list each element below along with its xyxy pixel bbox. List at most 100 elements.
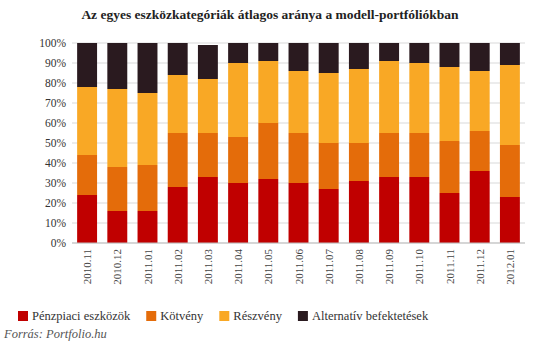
y-tick-label: 70%: [45, 97, 67, 109]
y-tick-label: 0%: [51, 237, 67, 249]
grid-line: [72, 243, 525, 244]
bar-segment: [289, 71, 309, 133]
bar-segment: [379, 177, 399, 243]
x-tick-label: 2012.01: [504, 249, 516, 285]
bar-segment: [198, 133, 218, 177]
x-tick-label: 2011.02: [172, 249, 184, 284]
bar-segment: [107, 89, 127, 167]
bar-segment: [470, 171, 490, 243]
bar-segment: [198, 45, 218, 79]
bar-segment: [107, 167, 127, 211]
x-tick-label: 2011.05: [262, 249, 274, 285]
legend-label: Részvény: [233, 309, 282, 323]
bar-segment: [379, 43, 399, 61]
bar-segment: [319, 189, 339, 243]
chart: Az egyes eszközkategóriák átlagos aránya…: [0, 0, 534, 342]
bar-segment: [440, 43, 460, 67]
bar-segment: [107, 211, 127, 243]
bars: [77, 43, 520, 243]
bar-segment: [258, 179, 278, 243]
bar-segment: [349, 69, 369, 143]
bar-segment: [258, 61, 278, 123]
y-tick-label: 10%: [45, 217, 67, 229]
bar-segment: [77, 43, 97, 87]
x-tick-label: 2011.03: [202, 249, 214, 285]
bar-segment: [198, 177, 218, 243]
bar-segment: [77, 87, 97, 155]
x-tick-label: 2011.11: [444, 249, 456, 284]
bar-segment: [138, 211, 158, 243]
y-tick-label: 80%: [45, 77, 67, 89]
x-tick-label: 2011.04: [232, 249, 244, 285]
y-tick-label: 40%: [45, 157, 67, 169]
bar-segment: [319, 73, 339, 143]
y-tick-label: 60%: [45, 117, 67, 129]
bar-segment: [228, 63, 248, 137]
legend-swatch: [18, 311, 28, 321]
bar-segment: [409, 43, 429, 63]
x-tick-label: 2011.06: [293, 249, 305, 285]
bar-segment: [440, 141, 460, 193]
y-tick-label: 20%: [45, 197, 67, 209]
bar-segment: [228, 183, 248, 243]
bar-segment: [107, 43, 127, 89]
bar-segment: [289, 43, 309, 71]
legend-swatch: [219, 311, 229, 321]
bar-segment: [440, 67, 460, 141]
x-tick-label: 2011.09: [383, 249, 395, 285]
bar-segment: [138, 43, 158, 93]
bar-segment: [168, 75, 188, 133]
bar-segment: [77, 155, 97, 195]
bar-segment: [409, 63, 429, 133]
bar-segment: [500, 145, 520, 197]
title: Az egyes eszközkategóriák átlagos aránya…: [81, 7, 459, 22]
y-tick-label: 30%: [45, 177, 67, 189]
bar-segment: [168, 43, 188, 75]
bar-segment: [138, 93, 158, 165]
bar-segment: [228, 43, 248, 63]
x-tick-label: 2011.01: [142, 249, 154, 284]
legend-swatch: [146, 311, 156, 321]
bar-segment: [258, 43, 278, 61]
y-tick-label: 100%: [39, 37, 66, 49]
bar-segment: [138, 165, 158, 211]
bar-segment: [319, 143, 339, 189]
x-tick-label: 2010.11: [81, 249, 93, 284]
x-tick-label: 2011.12: [474, 249, 486, 284]
bar-segment: [168, 187, 188, 243]
bar-segment: [228, 137, 248, 183]
bar-segment: [349, 143, 369, 181]
bar-segment: [500, 43, 520, 65]
bar-segment: [470, 131, 490, 171]
x-tick-label: 2011.07: [323, 249, 335, 285]
source: Forrás: Portfolio.hu: [3, 327, 107, 341]
bar-segment: [319, 43, 339, 73]
bar-segment: [258, 123, 278, 179]
y-tick-label: 50%: [45, 137, 67, 149]
bar-segment: [289, 183, 309, 243]
bar-segment: [440, 193, 460, 243]
bar-segment: [409, 177, 429, 243]
bar-segment: [349, 43, 369, 69]
bar-segment: [349, 181, 369, 243]
legend-label: Pénzpiaci eszközök: [32, 309, 131, 323]
bar-segment: [470, 71, 490, 131]
bar-segment: [409, 133, 429, 177]
x-tick-label: 2010.12: [111, 249, 123, 285]
x-tick-label: 2011.10: [413, 249, 425, 285]
bar-segment: [77, 195, 97, 243]
x-axis: [72, 243, 525, 244]
bar-segment: [470, 43, 490, 71]
legend: Pénzpiaci eszközökKötvényRészvényAlterna…: [18, 309, 429, 323]
bar-segment: [500, 65, 520, 145]
bar-segment: [379, 61, 399, 133]
bar-segment: [289, 133, 309, 183]
bar-segment: [379, 133, 399, 177]
x-tick-label: 2011.08: [353, 249, 365, 285]
bar-segment: [198, 79, 218, 133]
bar-segment: [168, 133, 188, 187]
bar-segment: [500, 197, 520, 243]
legend-swatch: [298, 311, 308, 321]
legend-label: Alternatív befektetések: [312, 309, 429, 323]
y-tick-label: 90%: [45, 57, 67, 69]
